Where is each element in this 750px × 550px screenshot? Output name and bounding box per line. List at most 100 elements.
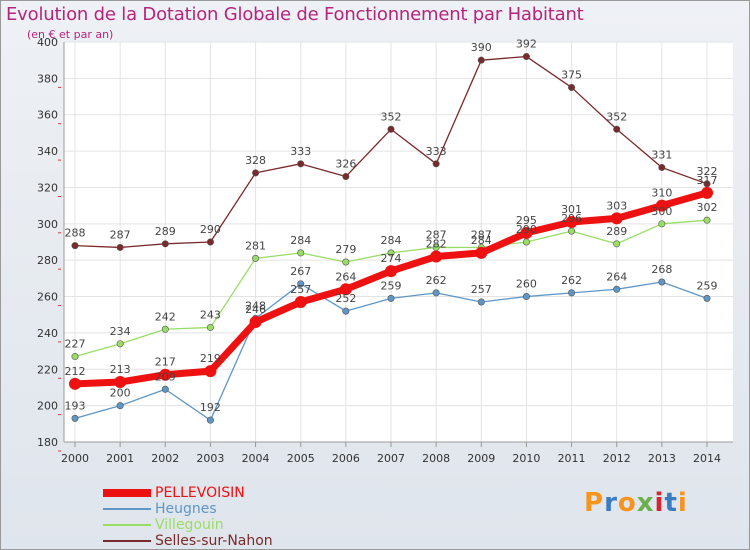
data-label: 219	[200, 352, 221, 365]
data-label: 284	[381, 234, 402, 247]
data-label: 264	[335, 270, 356, 283]
x-tick-label: 2014	[693, 452, 721, 465]
data-label: 248	[245, 299, 266, 312]
data-label: 284	[471, 234, 492, 247]
data-label: 333	[290, 145, 311, 158]
data-point	[520, 226, 533, 239]
data-point	[116, 402, 124, 410]
logo-letter: i	[677, 488, 688, 518]
logo-letter: i	[654, 488, 665, 518]
data-label: 303	[606, 199, 627, 212]
data-label: 287	[110, 228, 131, 241]
x-tick-label: 2005	[287, 452, 315, 465]
data-point	[568, 227, 576, 235]
data-label: 288	[65, 227, 86, 240]
legend-label: Selles-sur-Nahon	[155, 533, 273, 549]
x-tick-label: 2002	[151, 452, 179, 465]
data-label: 260	[516, 278, 537, 291]
data-point	[385, 265, 397, 278]
data-label: 264	[606, 270, 627, 283]
data-point	[701, 186, 713, 199]
data-point	[71, 353, 79, 361]
y-tick-label: 300	[37, 218, 58, 231]
logo-letter: r	[604, 488, 618, 518]
logo-letter: t	[664, 488, 678, 518]
data-point	[613, 285, 621, 293]
data-label: 317	[697, 174, 718, 187]
logo-letter: o	[617, 488, 637, 518]
data-point	[249, 316, 262, 328]
x-tick-label: 2010	[512, 452, 540, 465]
data-point	[430, 250, 443, 263]
data-point	[342, 258, 350, 266]
data-label: 212	[65, 365, 86, 378]
x-tick-label: 2001	[106, 452, 134, 465]
data-point	[610, 212, 623, 225]
data-point	[387, 294, 395, 302]
data-label: 259	[697, 279, 718, 292]
y-tick-label: 220	[37, 363, 58, 376]
data-label: 333	[426, 145, 447, 158]
data-label: 209	[155, 370, 176, 383]
x-tick-label: 2006	[332, 452, 360, 465]
y-tick-label: 340	[37, 145, 58, 158]
y-tick-label: 360	[37, 109, 58, 122]
x-tick-label: 2007	[377, 452, 405, 465]
data-label: 295	[516, 214, 537, 227]
data-point	[613, 240, 621, 248]
y-tick-label: 400	[37, 36, 58, 49]
data-label: 290	[516, 223, 537, 236]
legend-label: Villegouin	[155, 517, 224, 533]
data-label: 300	[651, 205, 672, 218]
data-point	[387, 125, 395, 133]
x-tick-label: 2000	[61, 452, 89, 465]
x-tick-label: 2009	[467, 452, 495, 465]
data-label: 287	[426, 228, 447, 241]
data-label: 192	[200, 401, 221, 414]
data-point	[475, 246, 488, 259]
data-point	[432, 289, 440, 297]
proxiti-logo: Proxiti	[584, 488, 688, 518]
data-label: 257	[471, 283, 492, 296]
data-point	[655, 199, 668, 212]
x-tick-label: 2008	[422, 452, 450, 465]
data-point	[206, 416, 214, 424]
y-tick-label: 280	[37, 254, 58, 267]
data-point	[71, 242, 79, 250]
data-point	[161, 385, 169, 393]
data-point	[252, 169, 260, 177]
data-point	[114, 376, 127, 388]
legend-item: Selles-sur-Nahon	[103, 533, 273, 549]
data-point	[206, 323, 214, 331]
data-label: 279	[335, 243, 356, 256]
data-point	[252, 254, 260, 262]
chart-subtitle: (en € et par an)	[27, 28, 114, 41]
data-label: 375	[561, 68, 582, 81]
data-label: 262	[426, 274, 447, 287]
chart-title: Evolution de la Dotation Globale de Fonc…	[6, 4, 584, 25]
data-point	[297, 160, 305, 168]
data-point	[387, 249, 395, 257]
legend-item: Heugnes	[103, 501, 217, 517]
data-label: 282	[426, 238, 447, 251]
data-label: 246	[245, 303, 266, 316]
data-point	[339, 283, 352, 296]
y-tick-label: 320	[37, 181, 58, 194]
data-point	[206, 238, 214, 246]
data-label: 243	[200, 308, 221, 321]
y-tick-label: 240	[37, 327, 58, 340]
legend-swatch	[103, 524, 151, 526]
legend-item: Villegouin	[103, 517, 224, 533]
data-point	[477, 298, 485, 306]
data-point	[342, 307, 350, 315]
y-tick-label: 200	[37, 400, 58, 413]
data-point	[342, 173, 350, 181]
y-tick-label: 260	[37, 291, 58, 304]
data-label: 252	[335, 292, 356, 305]
data-point	[116, 243, 124, 251]
data-point	[204, 365, 217, 378]
data-point	[159, 368, 172, 381]
logo-letter: P	[584, 488, 605, 518]
data-label: 281	[245, 239, 266, 252]
